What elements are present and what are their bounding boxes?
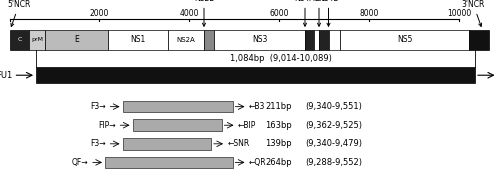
Bar xyxy=(122,138,211,150)
FancyBboxPatch shape xyxy=(204,30,214,50)
Text: (9,340-9,551): (9,340-9,551) xyxy=(305,102,362,111)
Text: 163bp: 163bp xyxy=(265,121,292,130)
Text: 4000: 4000 xyxy=(179,9,199,18)
FancyBboxPatch shape xyxy=(340,30,469,50)
Text: 264bp: 264bp xyxy=(265,158,291,167)
Text: (9,340-9,479): (9,340-9,479) xyxy=(305,139,362,148)
Text: 2K: 2K xyxy=(314,0,324,26)
Text: 8000: 8000 xyxy=(360,9,378,18)
FancyBboxPatch shape xyxy=(10,30,29,50)
Text: NS4A: NS4A xyxy=(294,0,316,26)
Text: F3→: F3→ xyxy=(90,139,106,148)
Text: ←BIP: ←BIP xyxy=(238,121,256,130)
FancyBboxPatch shape xyxy=(214,30,305,50)
FancyBboxPatch shape xyxy=(314,30,319,50)
Bar xyxy=(36,67,475,83)
Text: cFD3: cFD3 xyxy=(499,71,500,80)
Text: (9,288-9,552): (9,288-9,552) xyxy=(305,158,362,167)
Text: E: E xyxy=(74,35,78,44)
FancyBboxPatch shape xyxy=(328,30,340,50)
FancyBboxPatch shape xyxy=(45,30,108,50)
Text: NS4B: NS4B xyxy=(318,0,339,26)
Bar xyxy=(132,119,222,131)
Text: ←QR: ←QR xyxy=(249,158,266,167)
Text: FU1: FU1 xyxy=(0,71,12,80)
Text: QF→: QF→ xyxy=(72,158,88,167)
Text: F3→: F3→ xyxy=(90,102,106,111)
Text: 5'NCR: 5'NCR xyxy=(8,0,31,26)
Text: 6000: 6000 xyxy=(269,9,289,18)
FancyBboxPatch shape xyxy=(29,30,45,50)
FancyBboxPatch shape xyxy=(168,30,204,50)
Text: 211bp: 211bp xyxy=(265,102,291,111)
Text: C: C xyxy=(18,37,21,42)
Text: 10000: 10000 xyxy=(447,9,471,18)
Text: 139bp: 139bp xyxy=(265,139,291,148)
Text: 3'NCR: 3'NCR xyxy=(462,0,485,26)
Text: 2000: 2000 xyxy=(90,9,108,18)
FancyBboxPatch shape xyxy=(305,30,314,50)
Text: FIP→: FIP→ xyxy=(98,121,116,130)
Bar xyxy=(105,157,232,168)
Text: NS2A: NS2A xyxy=(176,37,195,43)
Text: (9,362-9,525): (9,362-9,525) xyxy=(305,121,362,130)
Text: 1,084bp  (9,014-10,089): 1,084bp (9,014-10,089) xyxy=(230,54,332,63)
Text: NS3: NS3 xyxy=(252,35,267,44)
Text: ←SNR: ←SNR xyxy=(228,139,250,148)
Text: NS5: NS5 xyxy=(397,35,412,44)
Text: ←B3: ←B3 xyxy=(249,102,266,111)
FancyBboxPatch shape xyxy=(108,30,168,50)
Text: prM: prM xyxy=(31,37,43,42)
Text: NS2B: NS2B xyxy=(194,0,214,26)
FancyBboxPatch shape xyxy=(469,30,489,50)
Bar xyxy=(122,101,232,112)
FancyBboxPatch shape xyxy=(319,30,328,50)
Text: NS1: NS1 xyxy=(130,35,145,44)
